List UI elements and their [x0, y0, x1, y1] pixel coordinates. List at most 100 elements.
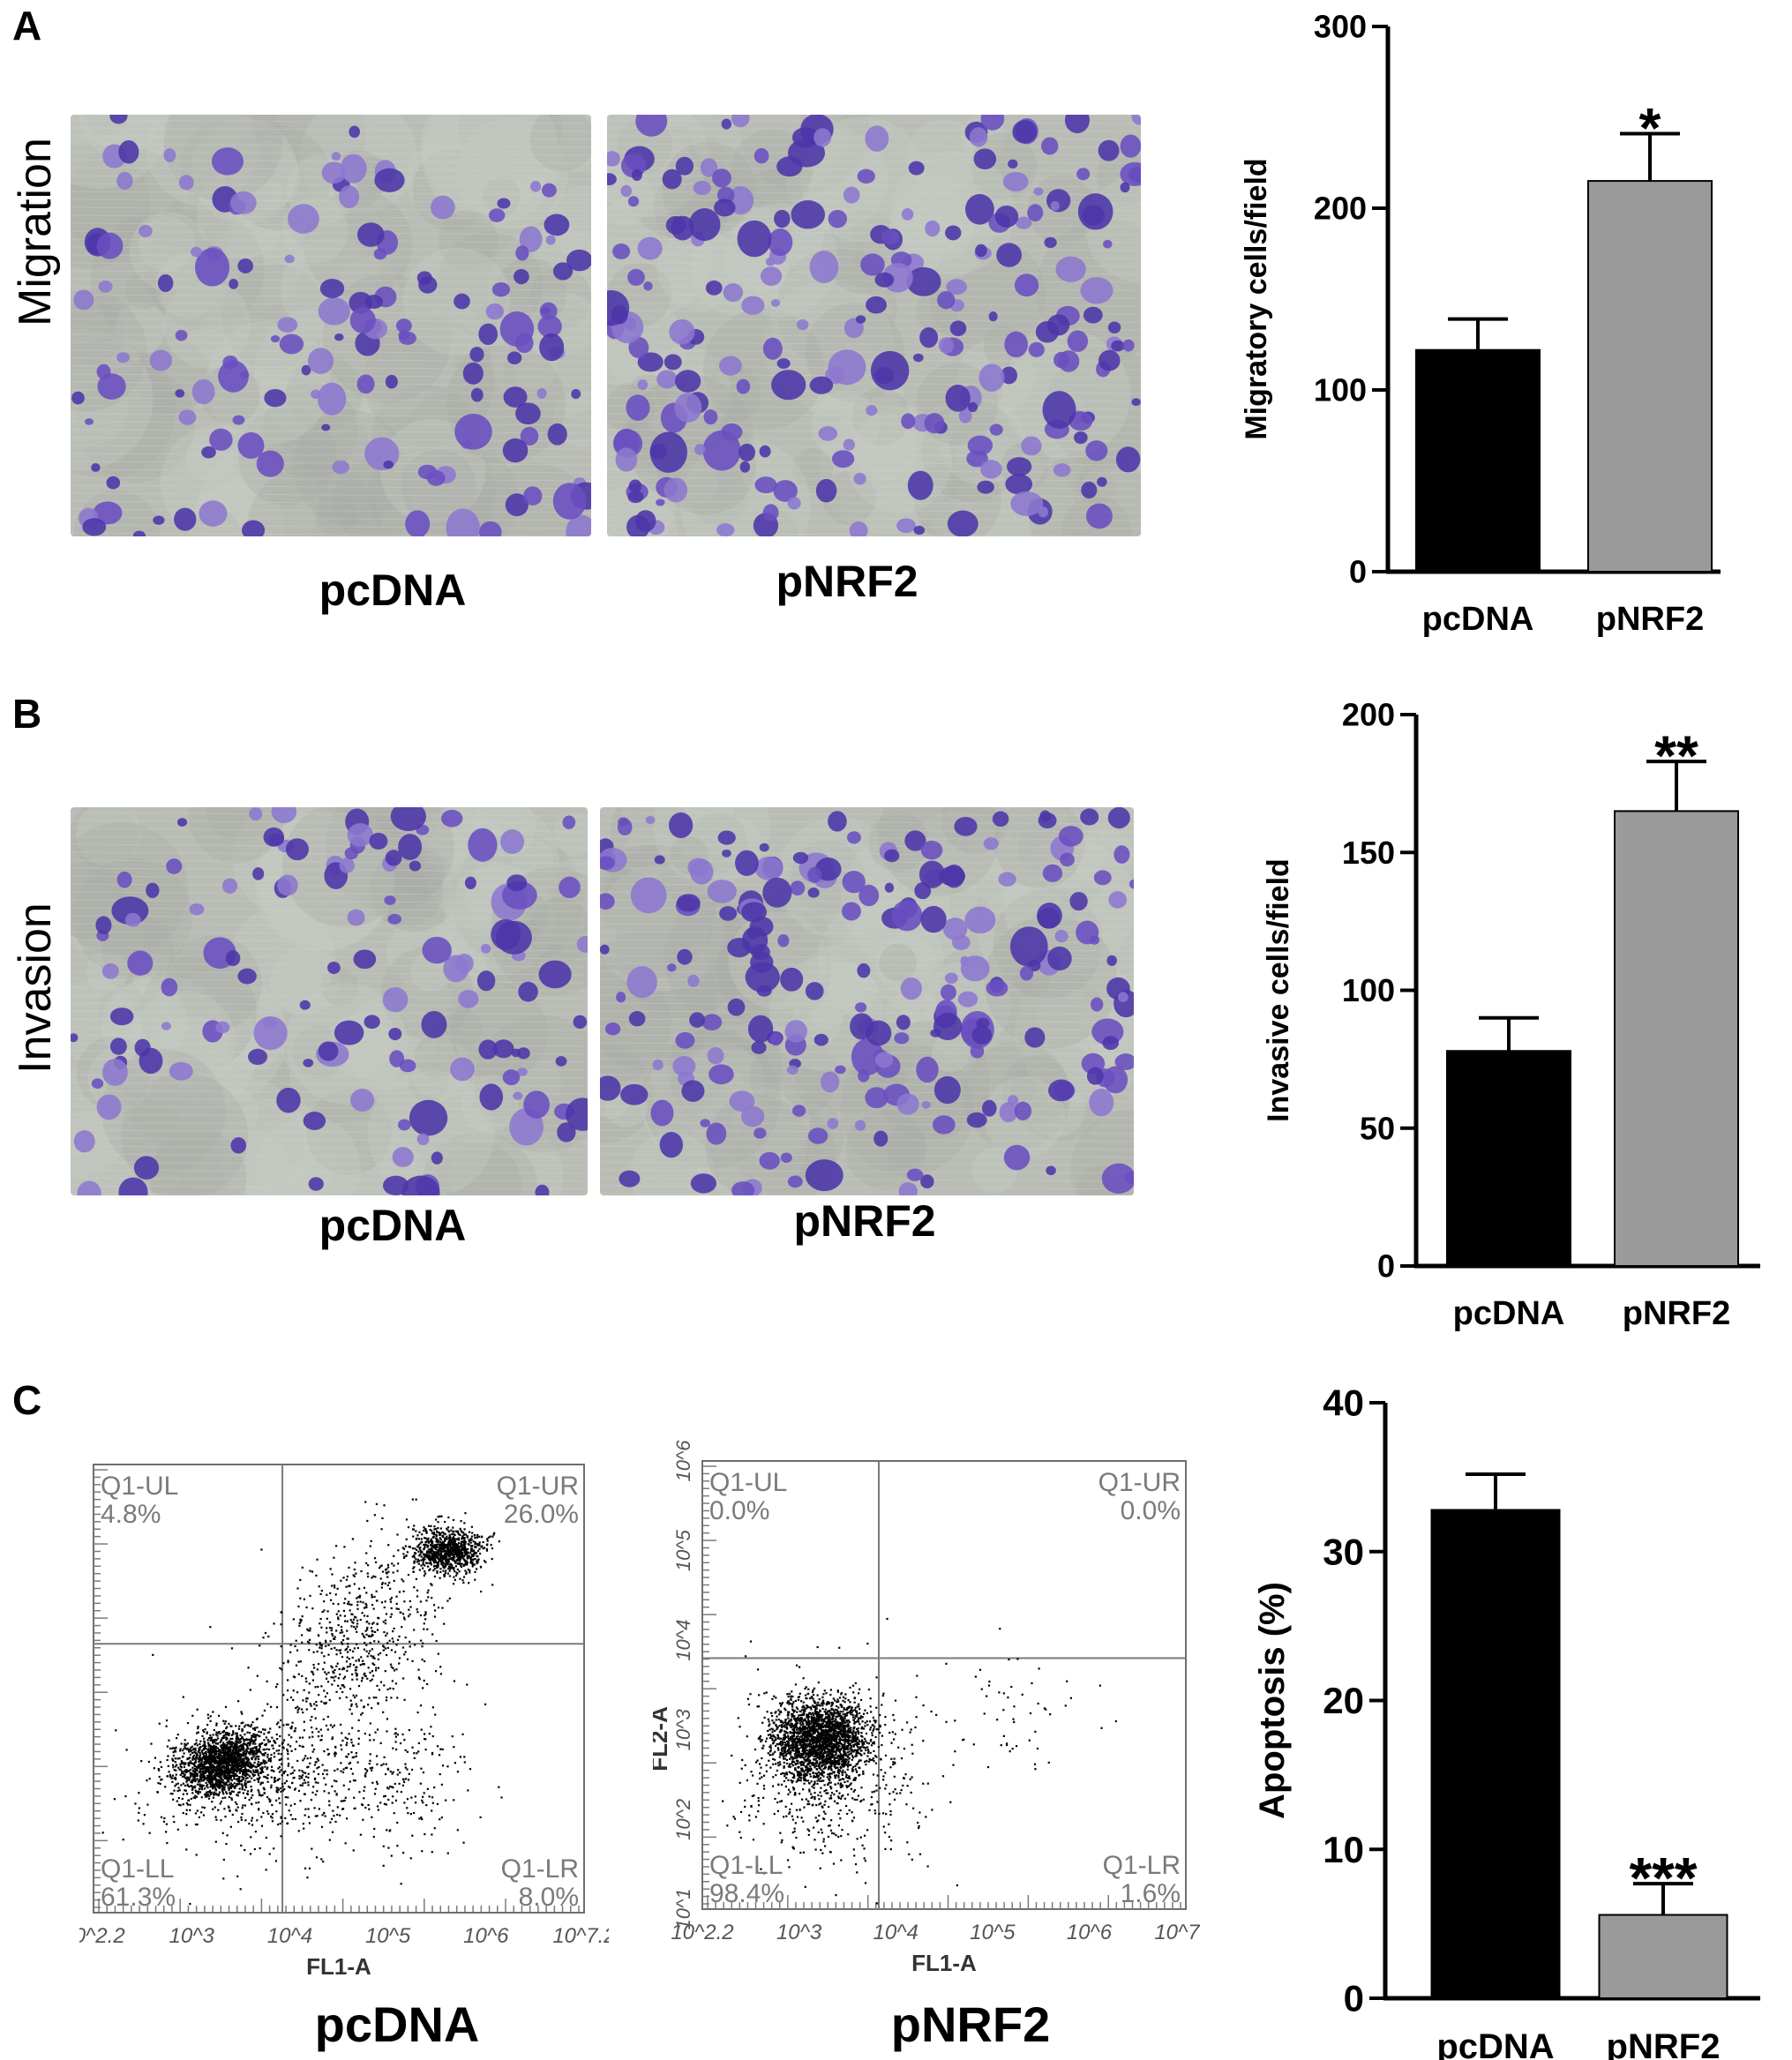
event-dot — [315, 1704, 318, 1707]
event-dot — [441, 1607, 444, 1609]
stained-cell — [535, 1184, 550, 1195]
event-dot — [283, 1782, 287, 1785]
event-dot — [356, 1761, 359, 1764]
stained-cell — [229, 278, 238, 289]
event-dot — [396, 1697, 399, 1699]
event-dot — [232, 1790, 235, 1793]
event-dot — [392, 1629, 394, 1633]
stained-cell — [866, 296, 887, 314]
stained-cell — [237, 432, 265, 460]
event-dot — [243, 1750, 246, 1753]
event-dot — [184, 1739, 186, 1742]
stained-cell — [422, 936, 452, 964]
event-dot — [214, 1773, 216, 1776]
stained-cell — [383, 460, 394, 469]
event-dot — [482, 1547, 484, 1550]
event-dot — [396, 1569, 399, 1572]
event-dot — [229, 1760, 231, 1763]
event-dot — [351, 1678, 354, 1681]
stained-cell — [791, 200, 826, 229]
event-dot — [251, 1757, 253, 1759]
event-dot — [163, 1817, 166, 1820]
event-dot — [408, 1546, 410, 1548]
stained-cell — [992, 811, 1009, 828]
event-dot — [184, 1770, 186, 1773]
event-dot — [205, 1750, 207, 1753]
event-dot — [471, 1565, 474, 1568]
stained-cell — [908, 161, 925, 176]
event-dot — [466, 1552, 469, 1555]
event-dot — [435, 1639, 438, 1643]
event-dot — [208, 1794, 211, 1797]
event-dot — [274, 1686, 278, 1689]
event-dot — [280, 1753, 282, 1756]
event-dot — [301, 1566, 304, 1569]
event-dot — [207, 1717, 210, 1719]
event-dot — [442, 1532, 445, 1534]
event-dot — [204, 1795, 207, 1798]
event-dot — [192, 1796, 195, 1799]
event-dot — [209, 1748, 213, 1750]
event-dot — [214, 1787, 217, 1790]
stained-cell — [1086, 1067, 1104, 1085]
event-dot — [180, 1784, 183, 1787]
event-dot — [227, 1784, 229, 1787]
event-dot — [293, 1802, 296, 1805]
event-dot — [305, 1697, 308, 1700]
event-dot — [200, 1757, 203, 1760]
event-dot — [281, 1742, 284, 1745]
membrane-texture — [455, 116, 568, 230]
event-dot — [351, 1656, 354, 1659]
event-dot — [252, 1747, 255, 1749]
event-dot — [467, 1551, 469, 1554]
event-dot — [341, 1643, 344, 1645]
event-dot — [423, 1547, 426, 1550]
event-dot — [441, 1531, 444, 1533]
event-dot — [439, 1515, 441, 1517]
stained-cell — [971, 1025, 993, 1045]
event-dot — [260, 1816, 263, 1818]
event-dot — [297, 1673, 300, 1675]
event-dot — [210, 1783, 213, 1786]
event-dot — [373, 1657, 376, 1659]
event-dot — [186, 1777, 189, 1780]
event-dot — [417, 1538, 421, 1540]
event-dot — [426, 1628, 429, 1630]
stained-cell — [891, 900, 923, 932]
event-dot — [346, 1737, 349, 1741]
stained-cell — [1041, 137, 1059, 155]
event-dot — [361, 1677, 364, 1680]
stained-cell — [754, 1127, 767, 1139]
event-dot — [240, 1753, 243, 1757]
event-dot — [232, 1767, 235, 1770]
event-dot — [426, 1546, 429, 1548]
event-dot — [334, 1593, 337, 1596]
event-dot — [409, 1606, 412, 1608]
event-dot — [493, 1532, 496, 1534]
event-dot — [431, 1546, 434, 1549]
event-dot — [467, 1569, 469, 1571]
event-dot — [242, 1804, 244, 1807]
event-dot — [340, 1800, 342, 1802]
event-dot — [235, 1749, 237, 1752]
event-dot — [426, 1544, 430, 1547]
event-dot — [183, 1747, 185, 1750]
event-dot — [344, 1649, 347, 1652]
event-dot — [446, 1546, 449, 1548]
stained-cell — [693, 180, 711, 195]
event-dot — [356, 1619, 359, 1622]
event-dot — [185, 1743, 188, 1746]
stained-cell — [1106, 955, 1117, 966]
event-dot — [184, 1747, 187, 1749]
event-dot — [258, 1748, 261, 1750]
stained-cell — [401, 1175, 440, 1195]
event-dot — [454, 1554, 457, 1556]
event-dot — [209, 1753, 212, 1756]
membrane-pore-line — [71, 183, 591, 188]
invasion-pcdna-micrograph — [71, 807, 588, 1195]
event-dot — [444, 1560, 447, 1562]
event-dot — [248, 1799, 251, 1802]
stained-cell — [317, 382, 347, 416]
stained-cell — [118, 139, 139, 164]
event-dot — [233, 1774, 236, 1778]
